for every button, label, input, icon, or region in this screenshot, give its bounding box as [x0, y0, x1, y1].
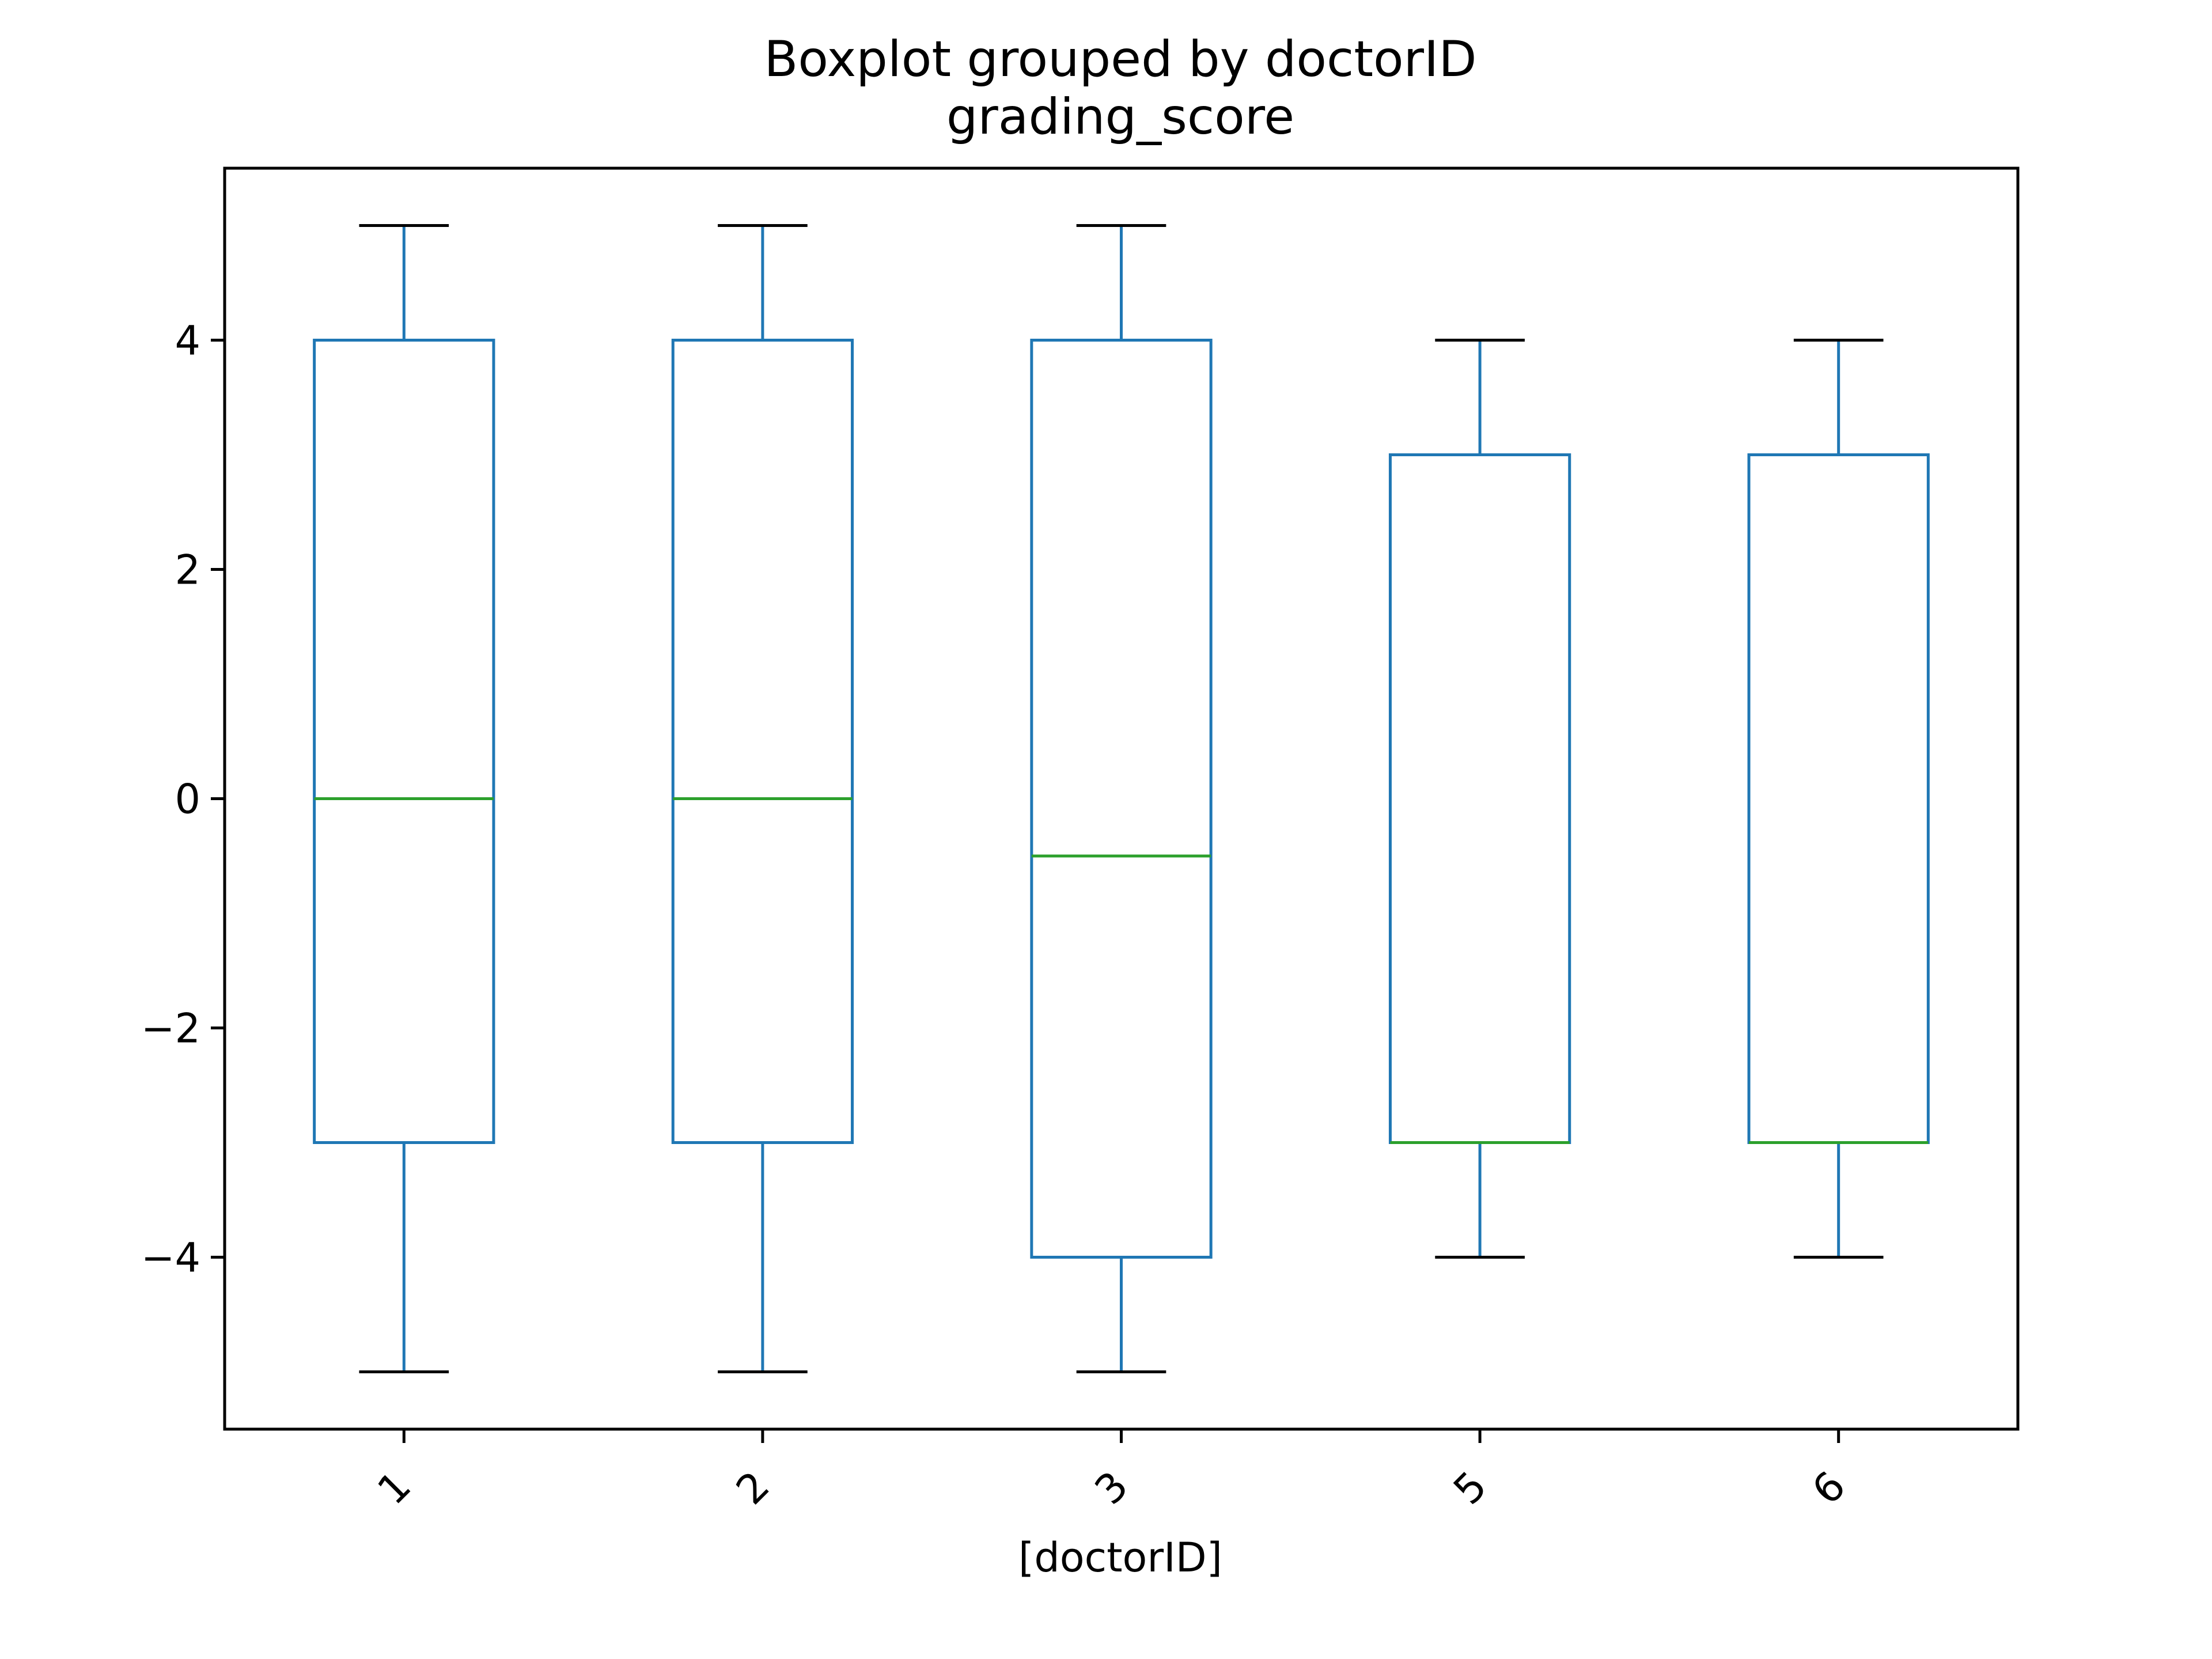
- y-tick-label: −4: [141, 1234, 200, 1282]
- box-iqr: [1388, 453, 1571, 1144]
- box-iqr: [671, 339, 854, 1144]
- x-tick-label: 2: [727, 1462, 778, 1513]
- x-axis-label: [doctorID]: [1018, 1534, 1222, 1581]
- x-tick-label: 6: [1803, 1462, 1854, 1513]
- box-iqr: [313, 339, 495, 1144]
- y-tick-label: 2: [175, 547, 200, 594]
- box-group-1: [313, 224, 495, 1373]
- box-iqr: [1030, 339, 1213, 1259]
- chart-title: Boxplot grouped by doctorID: [764, 31, 1476, 88]
- x-tick-label: 3: [1086, 1462, 1137, 1513]
- plot-area: [313, 224, 1930, 1373]
- box-group-6: [1747, 339, 1930, 1259]
- x-axis-ticks: 1 2 3 5 6: [369, 1429, 1854, 1514]
- x-tick-label: 1: [369, 1462, 420, 1513]
- chart-subtitle: grading_score: [946, 88, 1294, 146]
- box-iqr: [1747, 453, 1930, 1144]
- box-group-5: [1388, 339, 1571, 1259]
- y-tick-label: 4: [175, 317, 200, 365]
- x-tick-label: 5: [1444, 1462, 1495, 1513]
- y-tick-label: 0: [175, 776, 200, 823]
- box-group-3: [1030, 224, 1213, 1373]
- y-tick-label: −2: [141, 1005, 200, 1052]
- y-axis-ticks: −4 −2 0 2 4: [141, 317, 225, 1282]
- box-group-2: [671, 224, 854, 1373]
